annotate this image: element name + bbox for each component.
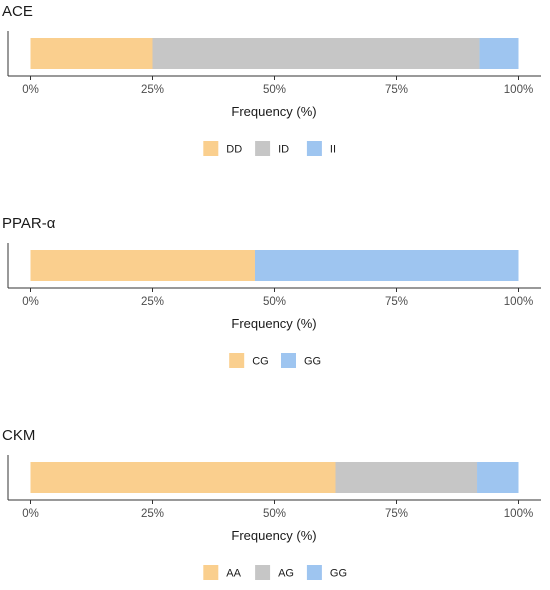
chart-panel-2: PPAR-α 0% 25% 50% 75% 100% Frequency (%) CG GG: [2, 215, 541, 368]
legend-label: GG: [330, 568, 347, 580]
x-axis-title: Frequency (%): [231, 528, 316, 543]
x-tick-label: 0%: [22, 296, 39, 308]
x-tick-label: 0%: [22, 84, 39, 96]
legend-swatch-cg: [229, 353, 245, 368]
legend-label: AA: [226, 568, 241, 580]
bar-segment-ag: [335, 462, 478, 493]
chart-panel-1: ACE 0% 25% 50% 75% 100% Frequency (%) DD ID II: [2, 3, 541, 156]
chart-title: ACE: [2, 3, 33, 20]
bar-segment-id: [152, 38, 480, 69]
legend-swatch-aa: [203, 565, 219, 580]
bar-segment-cg: [30, 250, 255, 281]
legend-swatch-gg: [281, 353, 296, 368]
legend: AA AG GG: [203, 565, 347, 580]
legend-label: II: [330, 144, 336, 156]
x-tick-label: 0%: [22, 508, 39, 520]
legend-label: ID: [278, 144, 289, 156]
x-tick-label: 50%: [263, 84, 286, 96]
x-tick-label: 75%: [385, 84, 408, 96]
bar-segment-gg: [254, 250, 519, 281]
legend: CG GG: [229, 353, 321, 368]
x-tick-label: 75%: [385, 508, 408, 520]
legend-label: DD: [226, 144, 242, 156]
legend-label: GG: [304, 356, 321, 368]
x-axis-title: Frequency (%): [231, 316, 316, 331]
x-tick-label: 50%: [263, 296, 286, 308]
legend-label: CG: [252, 356, 269, 368]
x-tick-label: 25%: [141, 508, 164, 520]
legend: DD ID II: [203, 141, 336, 156]
legend-label: AG: [278, 568, 294, 580]
legend-swatch-ag: [255, 565, 271, 580]
chart-title: CKM: [2, 427, 35, 444]
chart-panel-3: CKM 0% 25% 50% 75% 100% Frequency (%) AA AG GG: [2, 427, 541, 580]
bar-segment-ii: [479, 38, 519, 69]
x-tick-label: 100%: [504, 508, 533, 520]
bar-segment-dd: [30, 38, 153, 69]
bar-segment-gg: [477, 462, 519, 493]
x-tick-label: 100%: [504, 84, 533, 96]
x-tick-label: 25%: [141, 84, 164, 96]
bar-segment-aa: [30, 462, 336, 493]
legend-swatch-ii: [306, 141, 322, 156]
chart-title: PPAR-α: [2, 215, 56, 232]
x-tick-label: 75%: [385, 296, 408, 308]
legend-swatch-dd: [203, 141, 219, 156]
legend-swatch-id: [255, 141, 271, 156]
x-tick-label: 50%: [263, 508, 286, 520]
legend-swatch-gg: [306, 565, 322, 580]
x-tick-label: 100%: [504, 296, 533, 308]
x-axis-title: Frequency (%): [231, 104, 316, 119]
x-tick-label: 25%: [141, 296, 164, 308]
